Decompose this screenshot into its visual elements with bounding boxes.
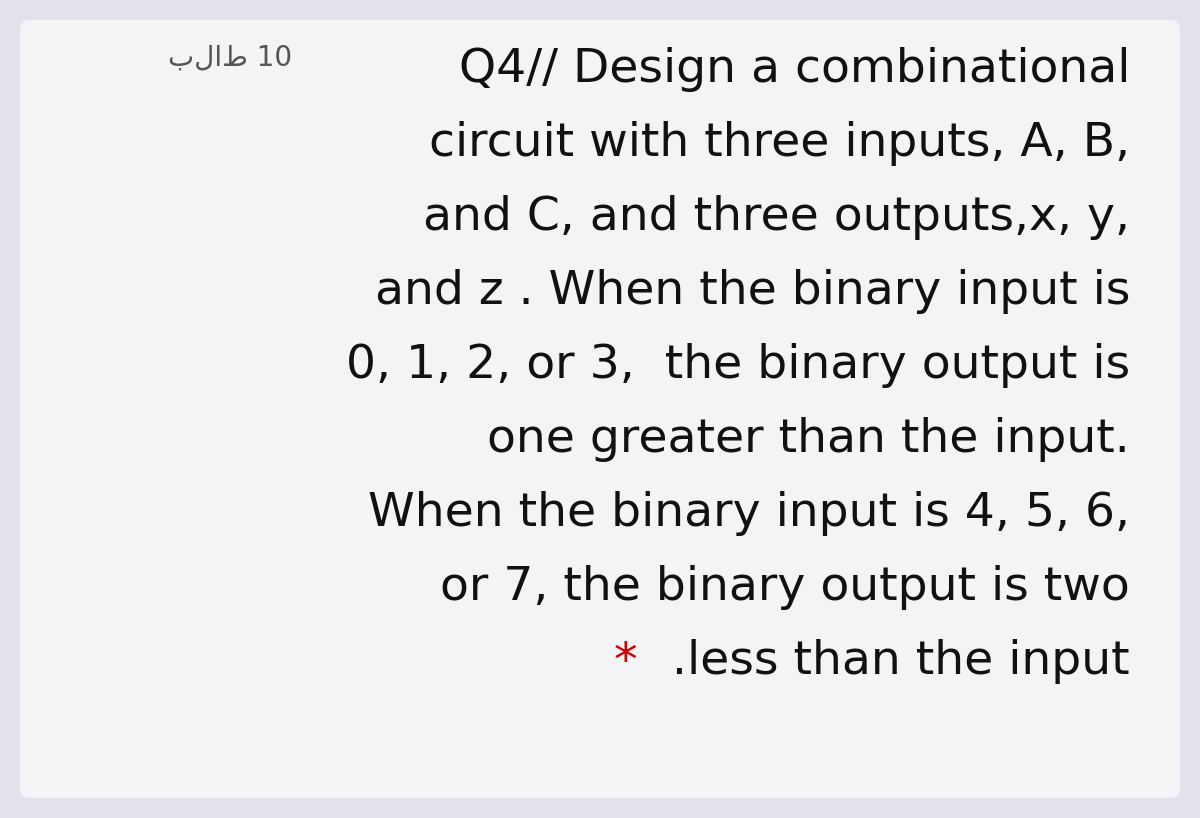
Text: .less than the input: .less than the input [658, 640, 1130, 685]
Text: *: * [613, 640, 637, 685]
Text: and C, and three outputs,x, y,: and C, and three outputs,x, y, [424, 196, 1130, 240]
Text: بلاط 10: بلاط 10 [168, 44, 292, 72]
Text: 0, 1, 2, or 3,  the binary output is: 0, 1, 2, or 3, the binary output is [346, 344, 1130, 389]
Text: When the binary input is 4, 5, 6,: When the binary input is 4, 5, 6, [368, 492, 1130, 537]
Text: one greater than the input.: one greater than the input. [487, 417, 1130, 462]
Text: and z . When the binary input is: and z . When the binary input is [374, 269, 1130, 314]
Text: circuit with three inputs, A, B,: circuit with three inputs, A, B, [428, 122, 1130, 167]
Text: or 7, the binary output is two: or 7, the binary output is two [440, 565, 1130, 610]
FancyBboxPatch shape [20, 20, 1180, 798]
Text: Q4// Design a combinational: Q4// Design a combinational [458, 47, 1130, 92]
